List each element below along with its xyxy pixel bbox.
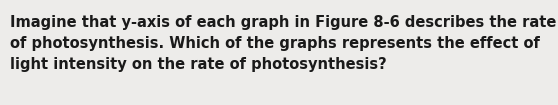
Text: Imagine that y-axis of each graph in Figure 8-6 describes the rate
of photosynth: Imagine that y-axis of each graph in Fig… — [10, 15, 556, 72]
